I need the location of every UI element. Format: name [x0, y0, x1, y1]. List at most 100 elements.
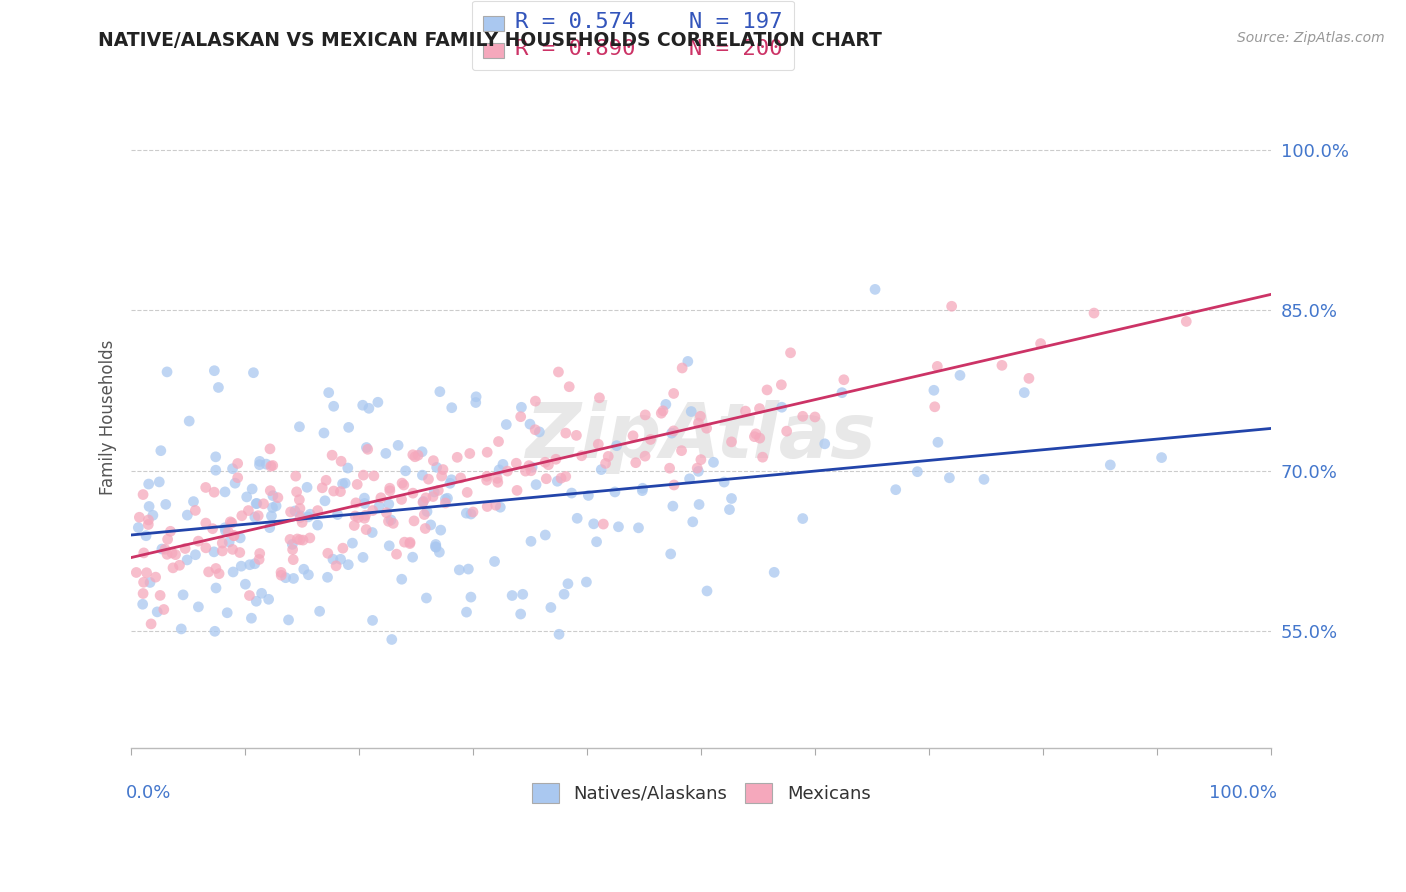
Point — [713, 475, 735, 489]
Point — [307, 518, 329, 533]
Point — [378, 481, 401, 495]
Point — [226, 457, 249, 471]
Point — [176, 553, 198, 567]
Point — [283, 571, 305, 585]
Point — [689, 409, 711, 424]
Point — [662, 478, 685, 492]
Point — [245, 594, 267, 608]
Point — [477, 500, 499, 514]
Point — [321, 448, 343, 462]
Legend: Natives/Alaskans, Mexicans: Natives/Alaskans, Mexicans — [523, 774, 880, 812]
Point — [534, 455, 557, 469]
Point — [380, 513, 402, 527]
Point — [814, 437, 837, 451]
Point — [547, 365, 569, 379]
Point — [270, 566, 292, 580]
Point — [221, 461, 243, 475]
Point — [312, 425, 335, 440]
Point — [267, 491, 290, 505]
Point — [682, 515, 704, 529]
Point — [461, 505, 484, 519]
Point — [509, 409, 531, 424]
Point — [278, 533, 301, 547]
Point — [135, 529, 157, 543]
Point — [377, 514, 399, 528]
Point — [356, 441, 378, 455]
Point — [260, 508, 283, 523]
Point — [174, 541, 197, 556]
Point — [770, 377, 793, 392]
Point — [488, 434, 510, 449]
Point — [201, 522, 224, 536]
Point — [419, 517, 441, 532]
Point — [446, 450, 468, 465]
Point — [671, 443, 693, 458]
Point — [262, 489, 284, 503]
Point — [537, 458, 560, 472]
Point — [949, 368, 972, 383]
Point — [460, 507, 482, 521]
Point — [132, 575, 155, 590]
Point — [194, 541, 217, 555]
Point — [792, 511, 814, 525]
Point — [132, 546, 155, 560]
Point — [329, 552, 352, 566]
Point — [353, 496, 375, 510]
Point — [231, 508, 253, 523]
Point — [432, 462, 454, 476]
Point — [342, 536, 364, 550]
Point — [585, 534, 607, 549]
Point — [520, 534, 543, 549]
Point — [329, 484, 352, 499]
Point — [756, 383, 779, 397]
Point — [249, 458, 271, 472]
Point — [1083, 306, 1105, 320]
Point — [924, 400, 946, 414]
Point — [510, 401, 533, 415]
Point — [702, 455, 724, 469]
Point — [517, 458, 540, 473]
Point — [440, 473, 463, 487]
Point — [290, 508, 312, 523]
Point — [280, 505, 302, 519]
Point — [429, 523, 451, 537]
Point — [457, 562, 479, 576]
Point — [231, 559, 253, 574]
Point — [486, 471, 509, 485]
Point — [489, 500, 512, 515]
Point — [477, 445, 499, 459]
Point — [544, 452, 567, 467]
Point — [676, 354, 699, 368]
Point — [748, 431, 770, 445]
Point — [512, 587, 534, 601]
Point — [678, 472, 700, 486]
Point — [779, 346, 801, 360]
Point — [655, 397, 678, 411]
Point — [927, 435, 949, 450]
Point — [245, 497, 267, 511]
Point — [520, 460, 543, 475]
Point — [606, 439, 628, 453]
Point — [299, 508, 322, 522]
Point — [128, 510, 150, 524]
Point — [247, 508, 270, 523]
Point — [519, 417, 541, 432]
Point — [776, 424, 799, 438]
Point — [150, 541, 173, 556]
Point — [138, 500, 160, 514]
Point — [378, 539, 401, 553]
Point — [1150, 450, 1173, 465]
Point — [720, 491, 742, 506]
Point — [475, 469, 498, 483]
Point — [571, 449, 593, 463]
Point — [486, 475, 509, 490]
Point — [217, 524, 239, 539]
Point — [315, 473, 337, 487]
Point — [249, 547, 271, 561]
Point — [316, 546, 339, 560]
Point — [204, 450, 226, 464]
Point — [217, 606, 239, 620]
Point — [1099, 458, 1122, 472]
Point — [402, 486, 425, 500]
Point — [146, 605, 169, 619]
